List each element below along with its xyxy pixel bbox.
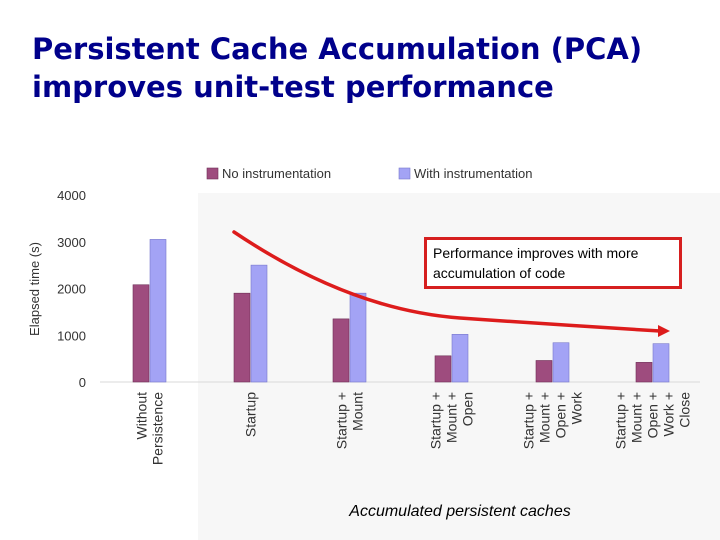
title-line-2: improves unit-test performance <box>32 70 554 104</box>
bar-series-0-cat-3 <box>434 355 452 383</box>
category-label-5-line-0: Startup + <box>613 392 629 449</box>
category-label-4: Startup + Mount + Open + Work <box>521 391 585 449</box>
bar-series-1-cat-1 <box>250 264 268 383</box>
y-tick-label-4: 4000 <box>57 188 86 203</box>
bar-series-1-cat-2 <box>349 292 367 383</box>
category-label-4-line-0: Startup + <box>521 392 537 449</box>
slide-title: Persistent Cache Accumulation (PCA) impr… <box>32 30 712 106</box>
bar-series-0-cat-0 <box>132 284 150 383</box>
y-tick-label-3: 3000 <box>57 235 86 250</box>
category-label-5: Startup + Mount + Open + Work + Close <box>613 392 693 449</box>
bar-series-1-cat-0 <box>149 239 167 383</box>
category-label-5-line-1: Mount + <box>629 392 645 443</box>
category-label-2: Startup + Mount <box>334 392 366 449</box>
category-label-4-line-2: Open + <box>553 392 569 438</box>
category-label-4-line-3: Work <box>569 391 585 424</box>
category-label-1-line-0: Startup <box>243 392 259 437</box>
bar-series-1-cat-5 <box>652 343 670 383</box>
category-label-2-line-0: Startup + <box>334 392 350 449</box>
category-label-5-line-4: Close <box>677 392 693 428</box>
category-label-3-line-2: Open <box>460 392 476 426</box>
bar-series-0-cat-4 <box>535 360 553 383</box>
y-tick-label-1: 1000 <box>57 328 86 343</box>
category-label-5-line-2: Open + <box>645 392 661 438</box>
category-label-0-line-0: Without <box>134 392 150 440</box>
annotation-box: Performance improves with more accumulat… <box>424 237 682 289</box>
bar-series-0-cat-2 <box>332 318 350 383</box>
category-label-0-line-1: Persistence <box>150 392 166 465</box>
bar-series-0-cat-5 <box>635 362 653 383</box>
bar-series-0-cat-1 <box>233 292 251 383</box>
bar-series-1-cat-3 <box>451 334 469 383</box>
category-label-2-line-1: Mount <box>350 392 366 431</box>
y-axis-label: Elapsed time (s) <box>27 242 42 336</box>
category-label-4-line-1: Mount + <box>537 392 553 443</box>
chart-caption: Accumulated persistent caches <box>348 503 570 520</box>
trend-arrow-head <box>658 325 670 337</box>
title-line-1: Persistent Cache Accumulation (PCA) <box>32 32 643 66</box>
legend-label-1: With instrumentation <box>414 166 533 181</box>
category-label-3: Startup + Mount + Open <box>428 392 476 449</box>
trend-arrow <box>232 230 662 333</box>
y-tick-label-2: 2000 <box>57 282 86 297</box>
legend-swatch-0 <box>206 167 219 180</box>
category-label-1: Startup <box>243 392 259 437</box>
category-label-3-line-0: Startup + <box>428 392 444 449</box>
legend-label-0: No instrumentation <box>222 166 331 181</box>
category-label-5-line-3: Work + <box>661 392 677 436</box>
legend-swatch-1 <box>398 167 411 180</box>
category-label-3-line-1: Mount + <box>444 392 460 443</box>
category-label-0: Without Persistence <box>134 392 166 465</box>
y-tick-label-0: 0 <box>79 375 86 390</box>
bar-series-1-cat-4 <box>552 342 570 383</box>
